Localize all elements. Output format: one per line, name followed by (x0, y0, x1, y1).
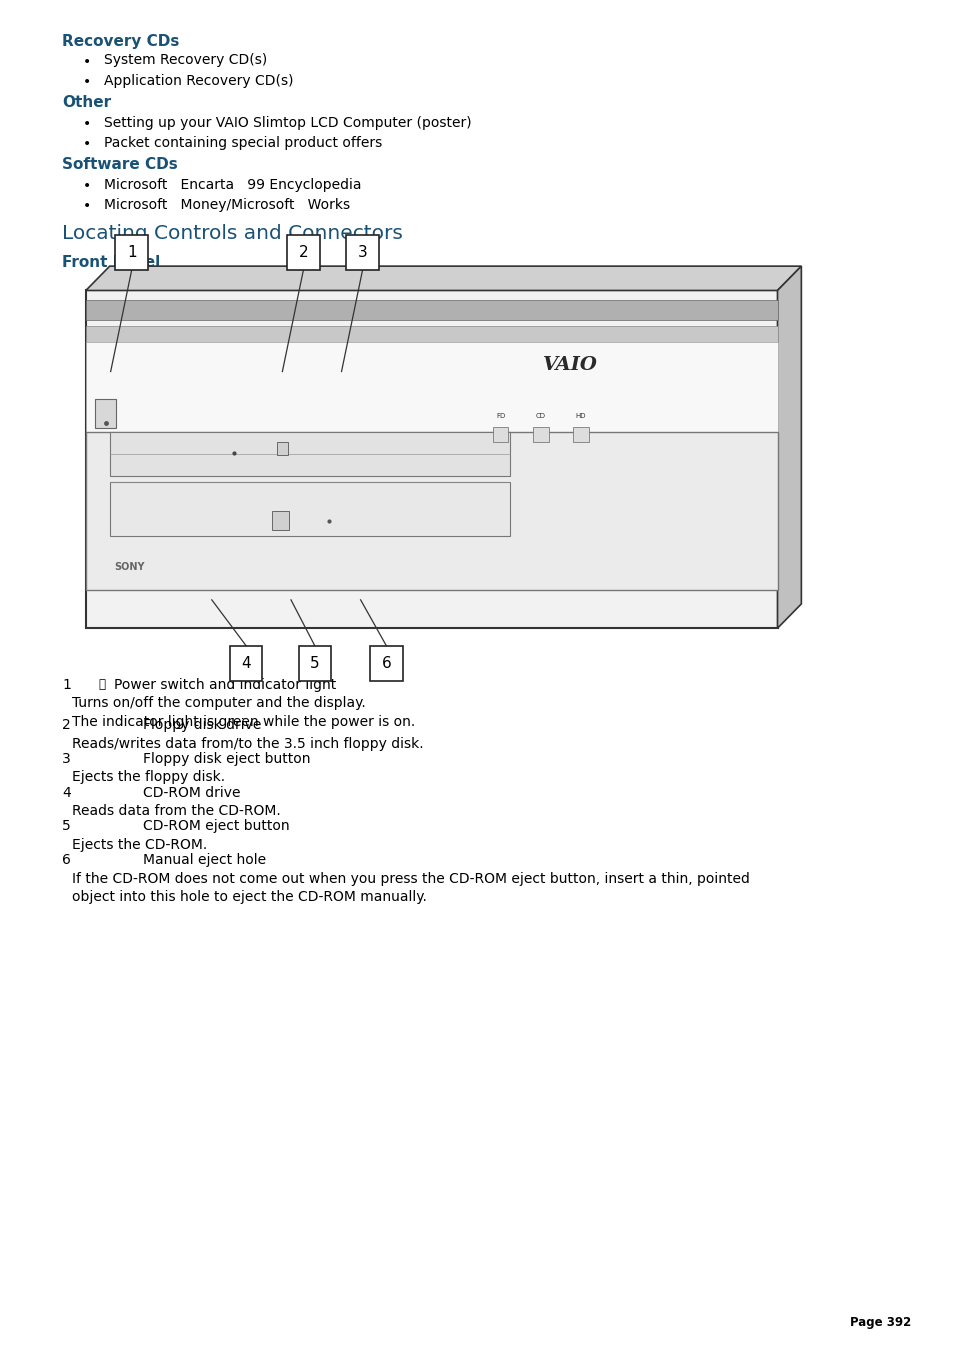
Bar (86, 432, 777, 590)
Bar (533, 427, 548, 442)
Bar (86, 326, 777, 342)
Text: Floppy disk eject button: Floppy disk eject button (143, 751, 311, 766)
Text: Page 392: Page 392 (849, 1316, 910, 1329)
Bar (110, 432, 510, 476)
Bar (115, 235, 148, 270)
Text: ⏻: ⏻ (98, 678, 105, 690)
Polygon shape (777, 266, 801, 628)
Text: Software CDs: Software CDs (62, 158, 177, 173)
Text: 6: 6 (62, 854, 71, 867)
Bar (272, 511, 289, 530)
Text: Packet containing special product offers: Packet containing special product offers (104, 136, 382, 150)
Bar (493, 427, 508, 442)
Bar (230, 646, 262, 681)
Text: Floppy disk drive: Floppy disk drive (143, 719, 261, 732)
Text: Ejects the CD-ROM.: Ejects the CD-ROM. (71, 838, 207, 852)
Text: SONY: SONY (114, 562, 145, 573)
Bar (86, 342, 777, 432)
Text: 1: 1 (62, 678, 71, 692)
Bar (86, 300, 777, 320)
Text: 3: 3 (357, 245, 367, 261)
Text: object into this hole to eject the CD-ROM manually.: object into this hole to eject the CD-RO… (71, 890, 426, 904)
Text: Setting up your VAIO Slimtop LCD Computer (poster): Setting up your VAIO Slimtop LCD Compute… (104, 116, 471, 130)
Bar (346, 235, 378, 270)
Text: Front Panel: Front Panel (62, 255, 160, 270)
Bar (298, 646, 331, 681)
Text: Microsoft   Encarta   99 Encyclopedia: Microsoft Encarta 99 Encyclopedia (104, 177, 361, 192)
Text: 2: 2 (62, 719, 71, 732)
Text: VAIO: VAIO (542, 355, 597, 374)
Text: •: • (83, 74, 91, 89)
Bar (287, 235, 319, 270)
Text: CD-ROM eject button: CD-ROM eject button (143, 819, 290, 834)
Text: Recovery CDs: Recovery CDs (62, 34, 179, 50)
Bar (95, 399, 116, 428)
Bar (86, 290, 777, 628)
Text: CD-ROM drive: CD-ROM drive (143, 786, 240, 800)
Text: 1: 1 (127, 245, 136, 261)
Text: •: • (83, 138, 91, 151)
Text: 2: 2 (298, 245, 308, 261)
Text: Power switch and indicator light: Power switch and indicator light (114, 678, 336, 692)
Bar (110, 482, 510, 536)
Text: •: • (83, 178, 91, 193)
Text: 5: 5 (62, 819, 71, 834)
Text: Locating Controls and Connectors: Locating Controls and Connectors (62, 224, 402, 243)
Text: Other: Other (62, 95, 111, 111)
Text: Manual eject hole: Manual eject hole (143, 854, 266, 867)
Bar (573, 427, 588, 442)
Text: Ejects the floppy disk.: Ejects the floppy disk. (71, 770, 225, 785)
Text: CD: CD (536, 413, 545, 419)
Text: Turns on/off the computer and the display.: Turns on/off the computer and the displa… (71, 696, 365, 711)
Text: HD: HD (575, 413, 586, 419)
Text: System Recovery CD(s): System Recovery CD(s) (104, 53, 267, 68)
Bar (370, 646, 402, 681)
Text: The indicator light is green while the power is on.: The indicator light is green while the p… (71, 715, 415, 728)
Text: 4: 4 (62, 786, 71, 800)
Text: 4: 4 (241, 655, 251, 671)
Text: 5: 5 (310, 655, 319, 671)
Bar (276, 442, 288, 455)
Text: •: • (83, 200, 91, 213)
Text: If the CD-ROM does not come out when you press the CD-ROM eject button, insert a: If the CD-ROM does not come out when you… (71, 871, 749, 886)
Text: Reads data from the CD-ROM.: Reads data from the CD-ROM. (71, 804, 280, 819)
Text: Reads/writes data from/to the 3.5 inch floppy disk.: Reads/writes data from/to the 3.5 inch f… (71, 736, 423, 751)
Text: Application Recovery CD(s): Application Recovery CD(s) (104, 74, 294, 88)
Text: FD: FD (496, 413, 505, 419)
Text: •: • (83, 118, 91, 131)
Polygon shape (86, 266, 801, 290)
Text: •: • (83, 55, 91, 69)
Text: 6: 6 (381, 655, 391, 671)
Text: 3: 3 (62, 751, 71, 766)
Text: Microsoft   Money/Microsoft   Works: Microsoft Money/Microsoft Works (104, 197, 350, 212)
